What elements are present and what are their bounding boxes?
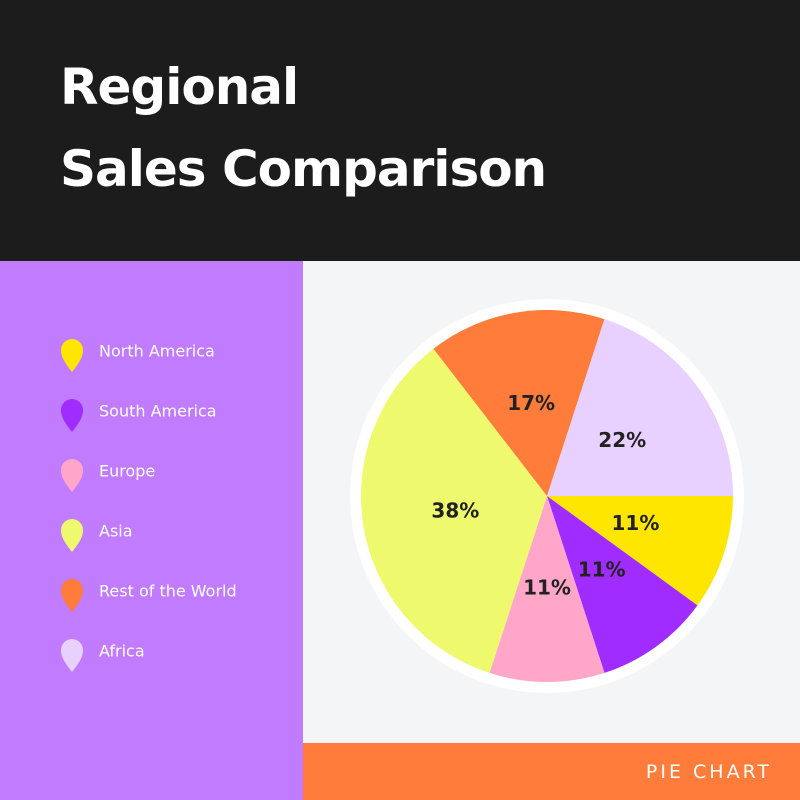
pie-slice [489, 496, 605, 682]
legend-label: North America [99, 342, 215, 361]
legend-label: Africa [99, 642, 145, 661]
title-line: Regional [60, 58, 299, 116]
value-label: 11% [612, 511, 660, 535]
legend-label: Rest of the World [99, 582, 237, 601]
pie-slice [547, 496, 733, 606]
value-label: 22% [598, 428, 646, 452]
legend-icon [61, 579, 83, 612]
value-label: 11% [578, 558, 626, 582]
pie-slice [361, 348, 547, 673]
legend-label: South America [99, 402, 217, 421]
pie-slice [433, 310, 605, 496]
legend-icon [61, 519, 83, 552]
pie-slice [547, 319, 733, 496]
legend-label: Asia [99, 522, 133, 541]
value-label: 38% [431, 498, 479, 522]
value-label: 17% [507, 391, 555, 415]
legend-icon [61, 639, 83, 672]
legend-label: Europe [99, 462, 155, 481]
pie-slice [547, 496, 698, 673]
legend-icon [61, 339, 83, 372]
footer-label: PIE CHART [645, 761, 772, 783]
value-label: 11% [523, 576, 571, 600]
header: Regional Sales Comparison [0, 0, 800, 261]
legend-icon [61, 459, 83, 492]
legend-panel [0, 261, 303, 800]
footer: PIE CHART [303, 743, 800, 800]
title-line: Sales Comparison [60, 140, 547, 198]
legend-icon [61, 399, 83, 432]
